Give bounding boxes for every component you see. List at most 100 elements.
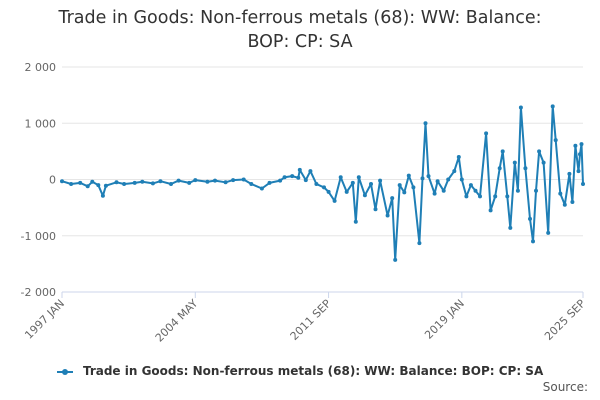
data-point-93[interactable] [578, 152, 582, 157]
x-tick-label-3: 2019 JAN [422, 297, 467, 342]
data-point-94[interactable] [579, 142, 584, 147]
data-point-20[interactable] [223, 180, 228, 185]
data-point-46[interactable] [385, 213, 390, 218]
data-point-49[interactable] [397, 183, 402, 188]
data-point-58[interactable] [435, 179, 440, 184]
data-point-11[interactable] [140, 179, 145, 184]
data-point-3[interactable] [85, 184, 90, 189]
data-point-91[interactable] [573, 143, 578, 148]
data-point-23[interactable] [249, 182, 254, 186]
data-point-34[interactable] [322, 185, 326, 190]
data-point-69[interactable] [488, 208, 493, 213]
data-point-56[interactable] [426, 174, 431, 179]
data-point-83[interactable] [541, 160, 546, 165]
data-point-28[interactable] [290, 174, 295, 179]
data-point-43[interactable] [369, 182, 373, 186]
data-point-73[interactable] [505, 194, 510, 199]
data-point-37[interactable] [338, 175, 343, 180]
data-point-30[interactable] [297, 167, 302, 172]
data-point-74[interactable] [508, 225, 513, 230]
data-point-86[interactable] [553, 138, 558, 143]
data-point-8[interactable] [114, 180, 119, 185]
data-point-36[interactable] [332, 198, 337, 203]
data-point-64[interactable] [464, 194, 469, 199]
data-point-48[interactable] [393, 257, 398, 262]
data-point-31[interactable] [303, 178, 308, 183]
data-point-6[interactable] [100, 193, 105, 198]
data-point-63[interactable] [459, 177, 464, 182]
data-point-42[interactable] [362, 193, 367, 198]
data-point-1[interactable] [69, 182, 74, 186]
chart-title: Trade in Goods: Non-ferrous metals (68):… [20, 6, 580, 54]
data-point-24[interactable] [259, 186, 264, 191]
data-point-26[interactable] [278, 178, 283, 183]
data-point-62[interactable] [456, 155, 461, 159]
data-point-88[interactable] [562, 202, 567, 207]
data-point-15[interactable] [176, 178, 181, 183]
data-point-68[interactable] [484, 131, 489, 136]
data-point-76[interactable] [515, 188, 520, 193]
data-point-21[interactable] [231, 178, 236, 183]
series-layer [60, 104, 585, 262]
data-point-5[interactable] [96, 183, 101, 188]
data-point-53[interactable] [417, 241, 422, 246]
data-point-61[interactable] [452, 169, 457, 174]
data-point-89[interactable] [567, 171, 572, 176]
data-point-10[interactable] [132, 180, 137, 185]
data-point-85[interactable] [550, 104, 555, 109]
data-point-27[interactable] [282, 175, 287, 180]
data-point-79[interactable] [528, 216, 532, 221]
data-point-84[interactable] [546, 230, 551, 235]
data-point-45[interactable] [378, 178, 383, 183]
data-point-52[interactable] [411, 185, 416, 190]
data-point-22[interactable] [241, 177, 246, 182]
data-point-81[interactable] [534, 188, 538, 193]
data-point-16[interactable] [187, 180, 192, 185]
data-point-19[interactable] [213, 178, 217, 183]
data-point-25[interactable] [267, 180, 272, 185]
data-point-90[interactable] [570, 200, 575, 204]
data-point-67[interactable] [478, 194, 482, 199]
data-point-55[interactable] [423, 121, 428, 126]
data-point-44[interactable] [373, 207, 378, 212]
data-point-50[interactable] [402, 190, 407, 195]
data-point-47[interactable] [390, 196, 395, 201]
data-point-72[interactable] [500, 149, 505, 154]
data-point-80[interactable] [531, 239, 535, 244]
data-point-33[interactable] [314, 182, 319, 186]
data-point-54[interactable] [420, 176, 425, 181]
data-point-12[interactable] [150, 181, 155, 186]
data-point-29[interactable] [296, 175, 301, 180]
data-point-65[interactable] [468, 183, 473, 188]
data-point-41[interactable] [356, 175, 361, 180]
data-point-40[interactable] [353, 219, 358, 224]
data-point-2[interactable] [78, 180, 83, 185]
data-point-18[interactable] [205, 179, 210, 184]
data-point-60[interactable] [446, 177, 451, 182]
data-point-39[interactable] [350, 180, 355, 185]
data-point-38[interactable] [344, 189, 349, 194]
legend[interactable]: Trade in Goods: Non-ferrous metals (68):… [0, 364, 600, 378]
data-point-57[interactable] [432, 191, 437, 196]
data-point-13[interactable] [158, 179, 163, 184]
data-point-32[interactable] [308, 169, 313, 174]
data-point-92[interactable] [576, 169, 581, 174]
data-point-71[interactable] [497, 166, 502, 171]
data-point-95[interactable] [581, 182, 585, 186]
data-point-82[interactable] [537, 149, 542, 154]
data-point-59[interactable] [441, 188, 446, 193]
data-point-51[interactable] [406, 173, 411, 178]
data-point-17[interactable] [193, 178, 198, 183]
data-point-7[interactable] [103, 183, 108, 188]
data-point-14[interactable] [169, 182, 173, 186]
data-point-66[interactable] [473, 188, 478, 193]
data-point-35[interactable] [326, 189, 331, 194]
data-point-77[interactable] [518, 105, 523, 110]
data-point-78[interactable] [523, 166, 528, 171]
data-point-9[interactable] [122, 182, 127, 186]
data-point-75[interactable] [512, 160, 517, 165]
data-point-70[interactable] [493, 194, 498, 199]
data-point-4[interactable] [90, 179, 95, 184]
data-point-87[interactable] [558, 191, 563, 196]
data-point-0[interactable] [60, 179, 64, 184]
